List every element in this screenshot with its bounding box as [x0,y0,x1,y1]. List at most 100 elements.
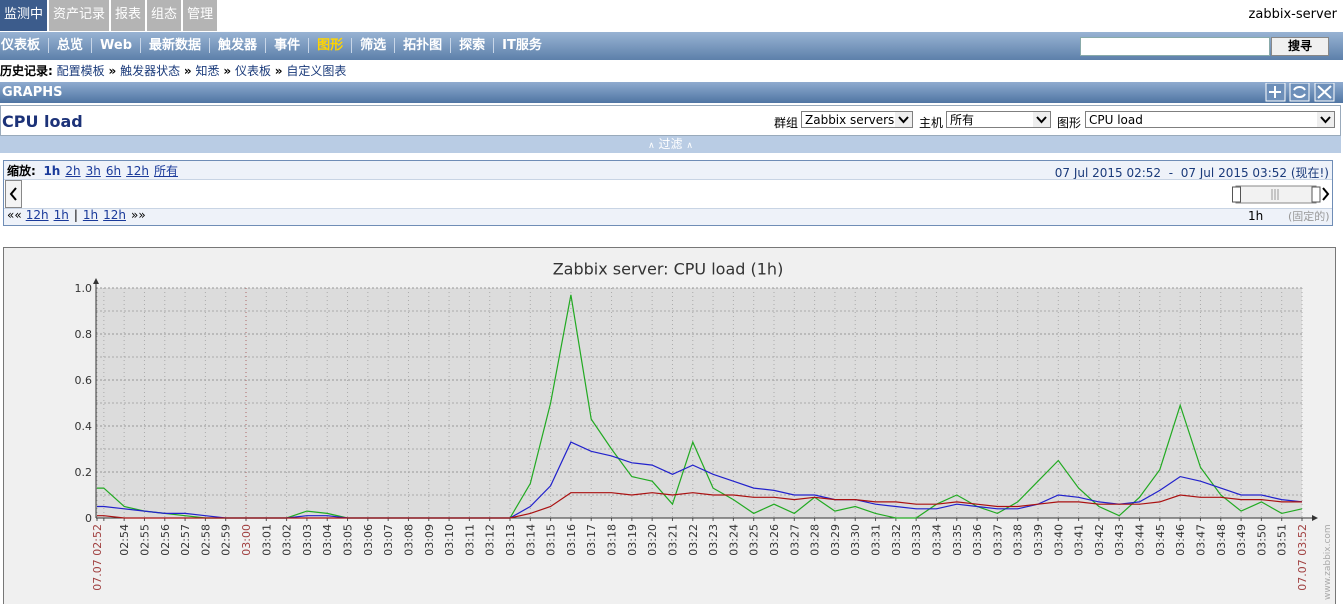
zoom-option[interactable]: 3h [85,164,101,178]
scrollbar[interactable] [4,179,1332,209]
x-tick-label: 03:30 [849,524,862,556]
y-tick-label: 0.6 [75,374,93,387]
nav-item[interactable]: Web [91,38,141,53]
tab[interactable]: 报表 [111,0,146,31]
server-name: zabbix-server [1248,7,1337,22]
nav-item[interactable]: 事件 [265,38,309,53]
x-tick-label: 03:50 [1255,524,1268,556]
scroll-handle[interactable] [1232,180,1332,208]
time-to: 07 Jul 2015 03:52 (现在!) [1180,166,1329,180]
x-tick-label: 03:09 [423,524,436,556]
x-tick-label: 07.07 02:52 [91,524,104,591]
nav-item[interactable]: 拓扑图 [394,38,451,53]
separator: » [108,64,117,78]
x-tick-label: 03:23 [707,524,720,556]
filter-toggle[interactable]: ∧ 过滤 ∧ [0,136,1341,153]
breadcrumb-label: 历史记录: [0,64,53,78]
breadcrumb-link[interactable]: 知悉 [195,64,220,78]
x-tick-label: 03:35 [951,524,964,556]
breadcrumb-link[interactable]: 触发器状态 [120,64,181,78]
breadcrumb-link[interactable]: 仪表板 [234,64,271,78]
nav-item[interactable]: 探索 [450,38,494,53]
x-tick-label: 03:34 [930,524,943,556]
x-tick-label: 03:44 [1134,524,1147,556]
tab[interactable]: 管理 [183,0,218,31]
x-tick-label: 03:00 [240,524,253,556]
x-tick-label: 03:16 [565,524,578,556]
x-tick-label: 03:13 [504,524,517,556]
x-tick-label: 03:05 [342,524,355,556]
nav-forward[interactable]: 12h [103,208,126,222]
x-tick-label: 03:27 [788,524,801,556]
refresh-icon[interactable] [1289,83,1310,102]
x-tick-label: 03:39 [1032,524,1045,556]
title-row: CPU load 群组 Zabbix servers 主机 所有 图形 CPU … [0,105,1341,136]
x-tick-label: 03:46 [1174,524,1187,556]
x-tick-label: 03:32 [890,524,903,556]
tab[interactable]: 监测中 [0,0,48,31]
nav-divider: | [73,208,78,222]
search-button[interactable]: 搜寻 [1271,37,1329,56]
separator: » [223,64,232,78]
zoom-option[interactable]: 2h [65,164,81,178]
nav-item[interactable]: 总览 [48,38,92,53]
x-tick-label: 03:19 [626,524,639,556]
x-tick-label: 03:20 [646,524,659,556]
x-tick-label: 02:55 [138,524,151,556]
nav-back[interactable]: 1h [53,208,69,222]
y-tick-label: 1.0 [75,282,93,295]
x-tick-label: 03:42 [1093,524,1106,556]
section-title: GRAPHS [2,85,63,100]
separator: » [183,64,192,78]
x-tick-label: 03:22 [687,524,700,556]
x-tick-label: 03:12 [484,524,497,556]
x-tick-label: 03:41 [1073,524,1086,556]
x-tick-label: 03:47 [1194,524,1207,556]
breadcrumb-link[interactable]: 配置模板 [56,64,105,78]
x-tick-label: 03:10 [443,524,456,556]
search-input[interactable] [1080,37,1270,56]
x-tick-label: 03:02 [281,524,294,556]
x-tick-label: 03:45 [1154,524,1167,556]
graph-select[interactable]: CPU load [1085,111,1335,128]
nav-item[interactable]: 筛选 [351,38,395,53]
nav-back[interactable]: «« [7,208,22,222]
nav-forward[interactable]: »» [130,208,146,222]
x-tick-label: 03:11 [463,524,476,556]
zoom-option[interactable]: 1h [43,164,61,178]
series-line [97,492,1302,519]
nav-back[interactable]: 12h [25,208,49,222]
tab[interactable]: 组态 [147,0,182,31]
scroll-left[interactable] [5,180,23,208]
y-tick-label: 0.8 [75,328,93,341]
nav-item[interactable]: 触发器 [209,38,266,53]
nav-item[interactable]: 最新数据 [140,38,210,53]
x-tick-label: 03:43 [1113,524,1126,556]
breadcrumb-link[interactable]: 自定义图表 [286,64,347,78]
tab[interactable]: 资产记录 [49,0,110,31]
x-tick-label: 02:54 [118,524,131,556]
x-tick-label: 02:56 [159,524,172,556]
x-tick-label: 03:18 [606,524,619,556]
group-select[interactable]: Zabbix servers [801,111,913,128]
nav-item[interactable]: IT服务 [493,38,550,53]
x-tick-label: 03:31 [870,524,883,556]
zoom-option[interactable]: 6h [105,164,122,178]
nav-item[interactable]: 图形 [308,38,352,53]
nav-item[interactable]: 仪表板 [1,38,41,53]
page-title: CPU load [2,112,83,131]
zoom-option[interactable]: 12h [126,164,149,178]
x-tick-label: 02:58 [199,524,212,556]
x-tick-label: 03:33 [910,524,923,556]
fixed-label[interactable]: (固定的) [1288,210,1330,223]
separator: » [274,64,283,78]
x-tick-label: 03:06 [362,524,375,556]
host-select[interactable]: 所有 [946,111,1051,128]
x-tick-label: 03:29 [829,524,842,556]
zoom-option[interactable]: 所有 [153,164,178,178]
header-icons [1265,83,1335,102]
nav-forward[interactable]: 1h [82,208,99,222]
x-tick-label: 03:03 [301,524,314,556]
time-dash: - [1168,166,1174,180]
x-tick-label: 03:07 [382,524,395,556]
